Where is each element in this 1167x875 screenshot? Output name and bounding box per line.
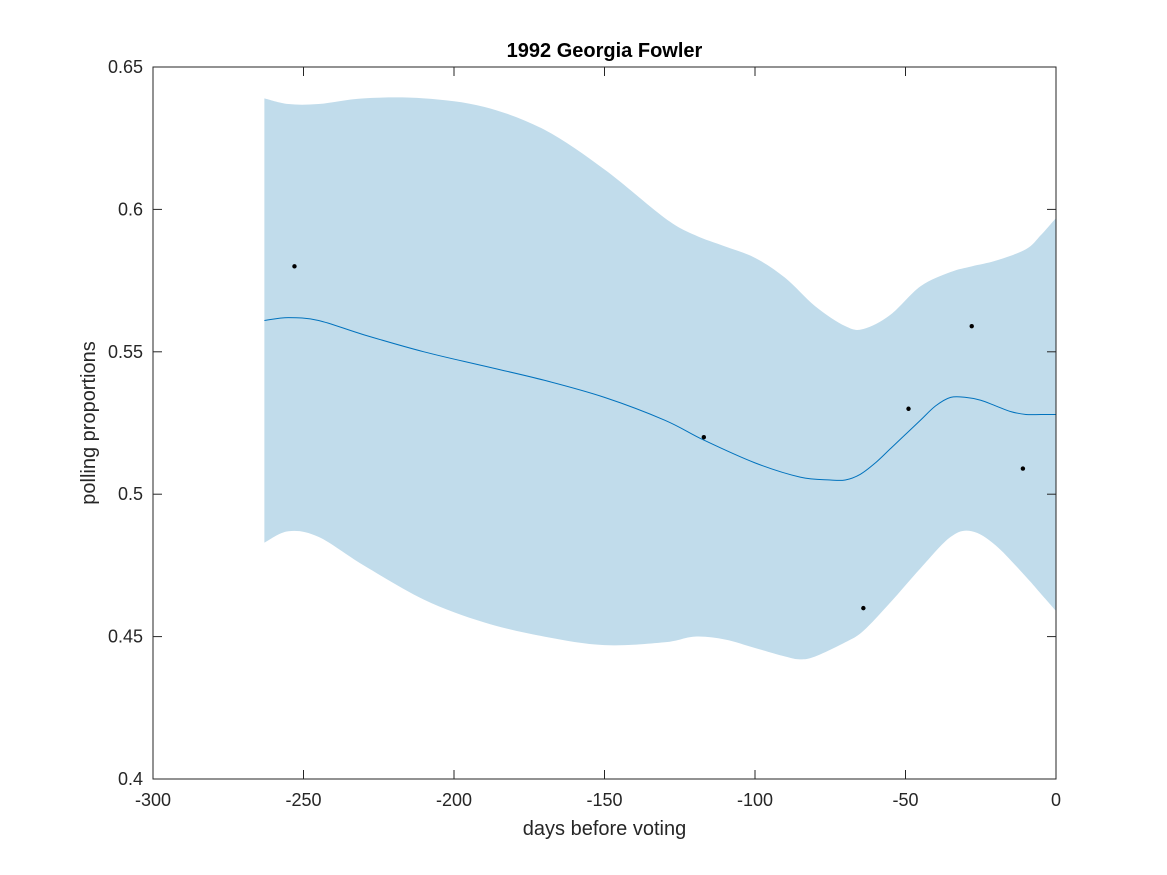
x-tick-label: -150 (586, 790, 622, 810)
y-tick-label: 0.45 (108, 627, 143, 647)
y-tick-label: 0.55 (108, 342, 143, 362)
data-points (292, 264, 1026, 611)
x-tick-label: -100 (737, 790, 773, 810)
x-tick-label: -250 (285, 790, 321, 810)
y-tick-label: 0.5 (118, 484, 143, 504)
plot-area (264, 97, 1056, 660)
x-axis: -300 -250 -200 -150 -100 -50 0 (135, 67, 1061, 810)
x-tick-label: -50 (892, 790, 918, 810)
data-point (861, 605, 866, 611)
y-tick-label: 0.4 (118, 769, 143, 789)
data-point (906, 406, 911, 411)
mean-line (264, 317, 1056, 482)
chart-title: 1992 Georgia Fowler (507, 40, 703, 62)
x-tick-label: -300 (135, 790, 171, 810)
x-axis-title: days before voting (523, 818, 686, 840)
confidence-band (264, 97, 1056, 660)
data-point (969, 323, 974, 329)
data-point (1020, 466, 1026, 471)
y-axis-title: polling proportions (78, 341, 100, 504)
x-tick-label: 0 (1051, 790, 1061, 810)
x-tick-label: -200 (436, 790, 472, 810)
y-axis: 0.4 0.45 0.5 0.55 0.6 0.65 (108, 57, 1056, 789)
y-tick-label: 0.6 (118, 199, 143, 219)
y-tick-label: 0.65 (108, 57, 143, 77)
data-point (701, 435, 707, 440)
data-point (292, 264, 297, 269)
